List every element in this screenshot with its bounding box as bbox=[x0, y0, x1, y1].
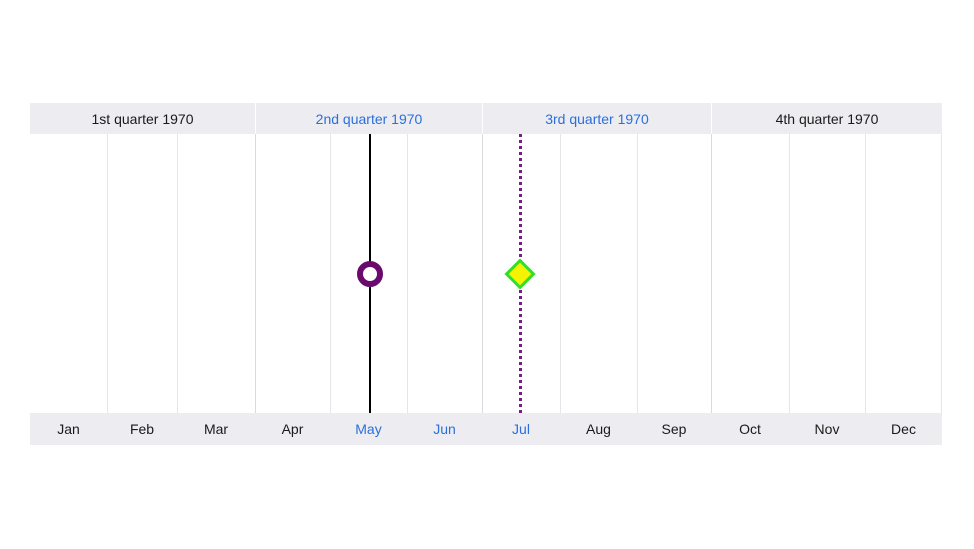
month-label-mar[interactable]: Mar bbox=[203, 421, 229, 437]
month-label-aug[interactable]: Aug bbox=[586, 421, 611, 437]
month-gridline bbox=[637, 134, 638, 413]
diamond-marker-icon[interactable] bbox=[504, 258, 536, 290]
quarter-divider bbox=[255, 103, 256, 134]
month-label-jan[interactable]: Jan bbox=[57, 421, 80, 437]
month-gridline bbox=[330, 134, 331, 413]
month-gridline bbox=[177, 134, 178, 413]
timeline-body bbox=[30, 134, 942, 413]
quarter-header: 1st quarter 1970 2nd quarter 1970 3rd qu… bbox=[30, 103, 942, 134]
month-gridline bbox=[941, 134, 942, 413]
quarter-divider bbox=[482, 103, 483, 134]
month-gridline bbox=[865, 134, 866, 413]
month-gridline bbox=[560, 134, 561, 413]
month-label-sep[interactable]: Sep bbox=[661, 421, 687, 437]
month-gridline bbox=[407, 134, 408, 413]
quarter-divider bbox=[711, 103, 712, 134]
quarter-gridline bbox=[711, 134, 712, 413]
quarter-gridline bbox=[482, 134, 483, 413]
circle-marker-icon[interactable] bbox=[357, 261, 383, 287]
month-label-oct[interactable]: Oct bbox=[739, 421, 761, 437]
quarter-label-q1[interactable]: 1st quarter 1970 bbox=[91, 110, 194, 127]
timeline-chart: 1st quarter 1970 2nd quarter 1970 3rd qu… bbox=[30, 103, 942, 445]
month-label-nov[interactable]: Nov bbox=[814, 421, 840, 437]
month-label-feb[interactable]: Feb bbox=[129, 421, 155, 437]
month-label-may[interactable]: May bbox=[355, 421, 382, 437]
month-label-dec[interactable]: Dec bbox=[891, 421, 916, 437]
quarter-gridline bbox=[255, 134, 256, 413]
month-footer: Jan Feb Mar Apr May Jun Jul Aug Sep Oct … bbox=[30, 413, 942, 445]
month-label-jul[interactable]: Jul bbox=[512, 421, 530, 437]
month-label-jun[interactable]: Jun bbox=[433, 421, 456, 437]
month-gridline bbox=[107, 134, 108, 413]
quarter-label-q3[interactable]: 3rd quarter 1970 bbox=[545, 110, 649, 127]
month-gridline bbox=[789, 134, 790, 413]
quarter-label-q4[interactable]: 4th quarter 1970 bbox=[775, 110, 879, 127]
quarter-label-q2[interactable]: 2nd quarter 1970 bbox=[315, 110, 423, 127]
month-label-apr[interactable]: Apr bbox=[281, 421, 304, 437]
